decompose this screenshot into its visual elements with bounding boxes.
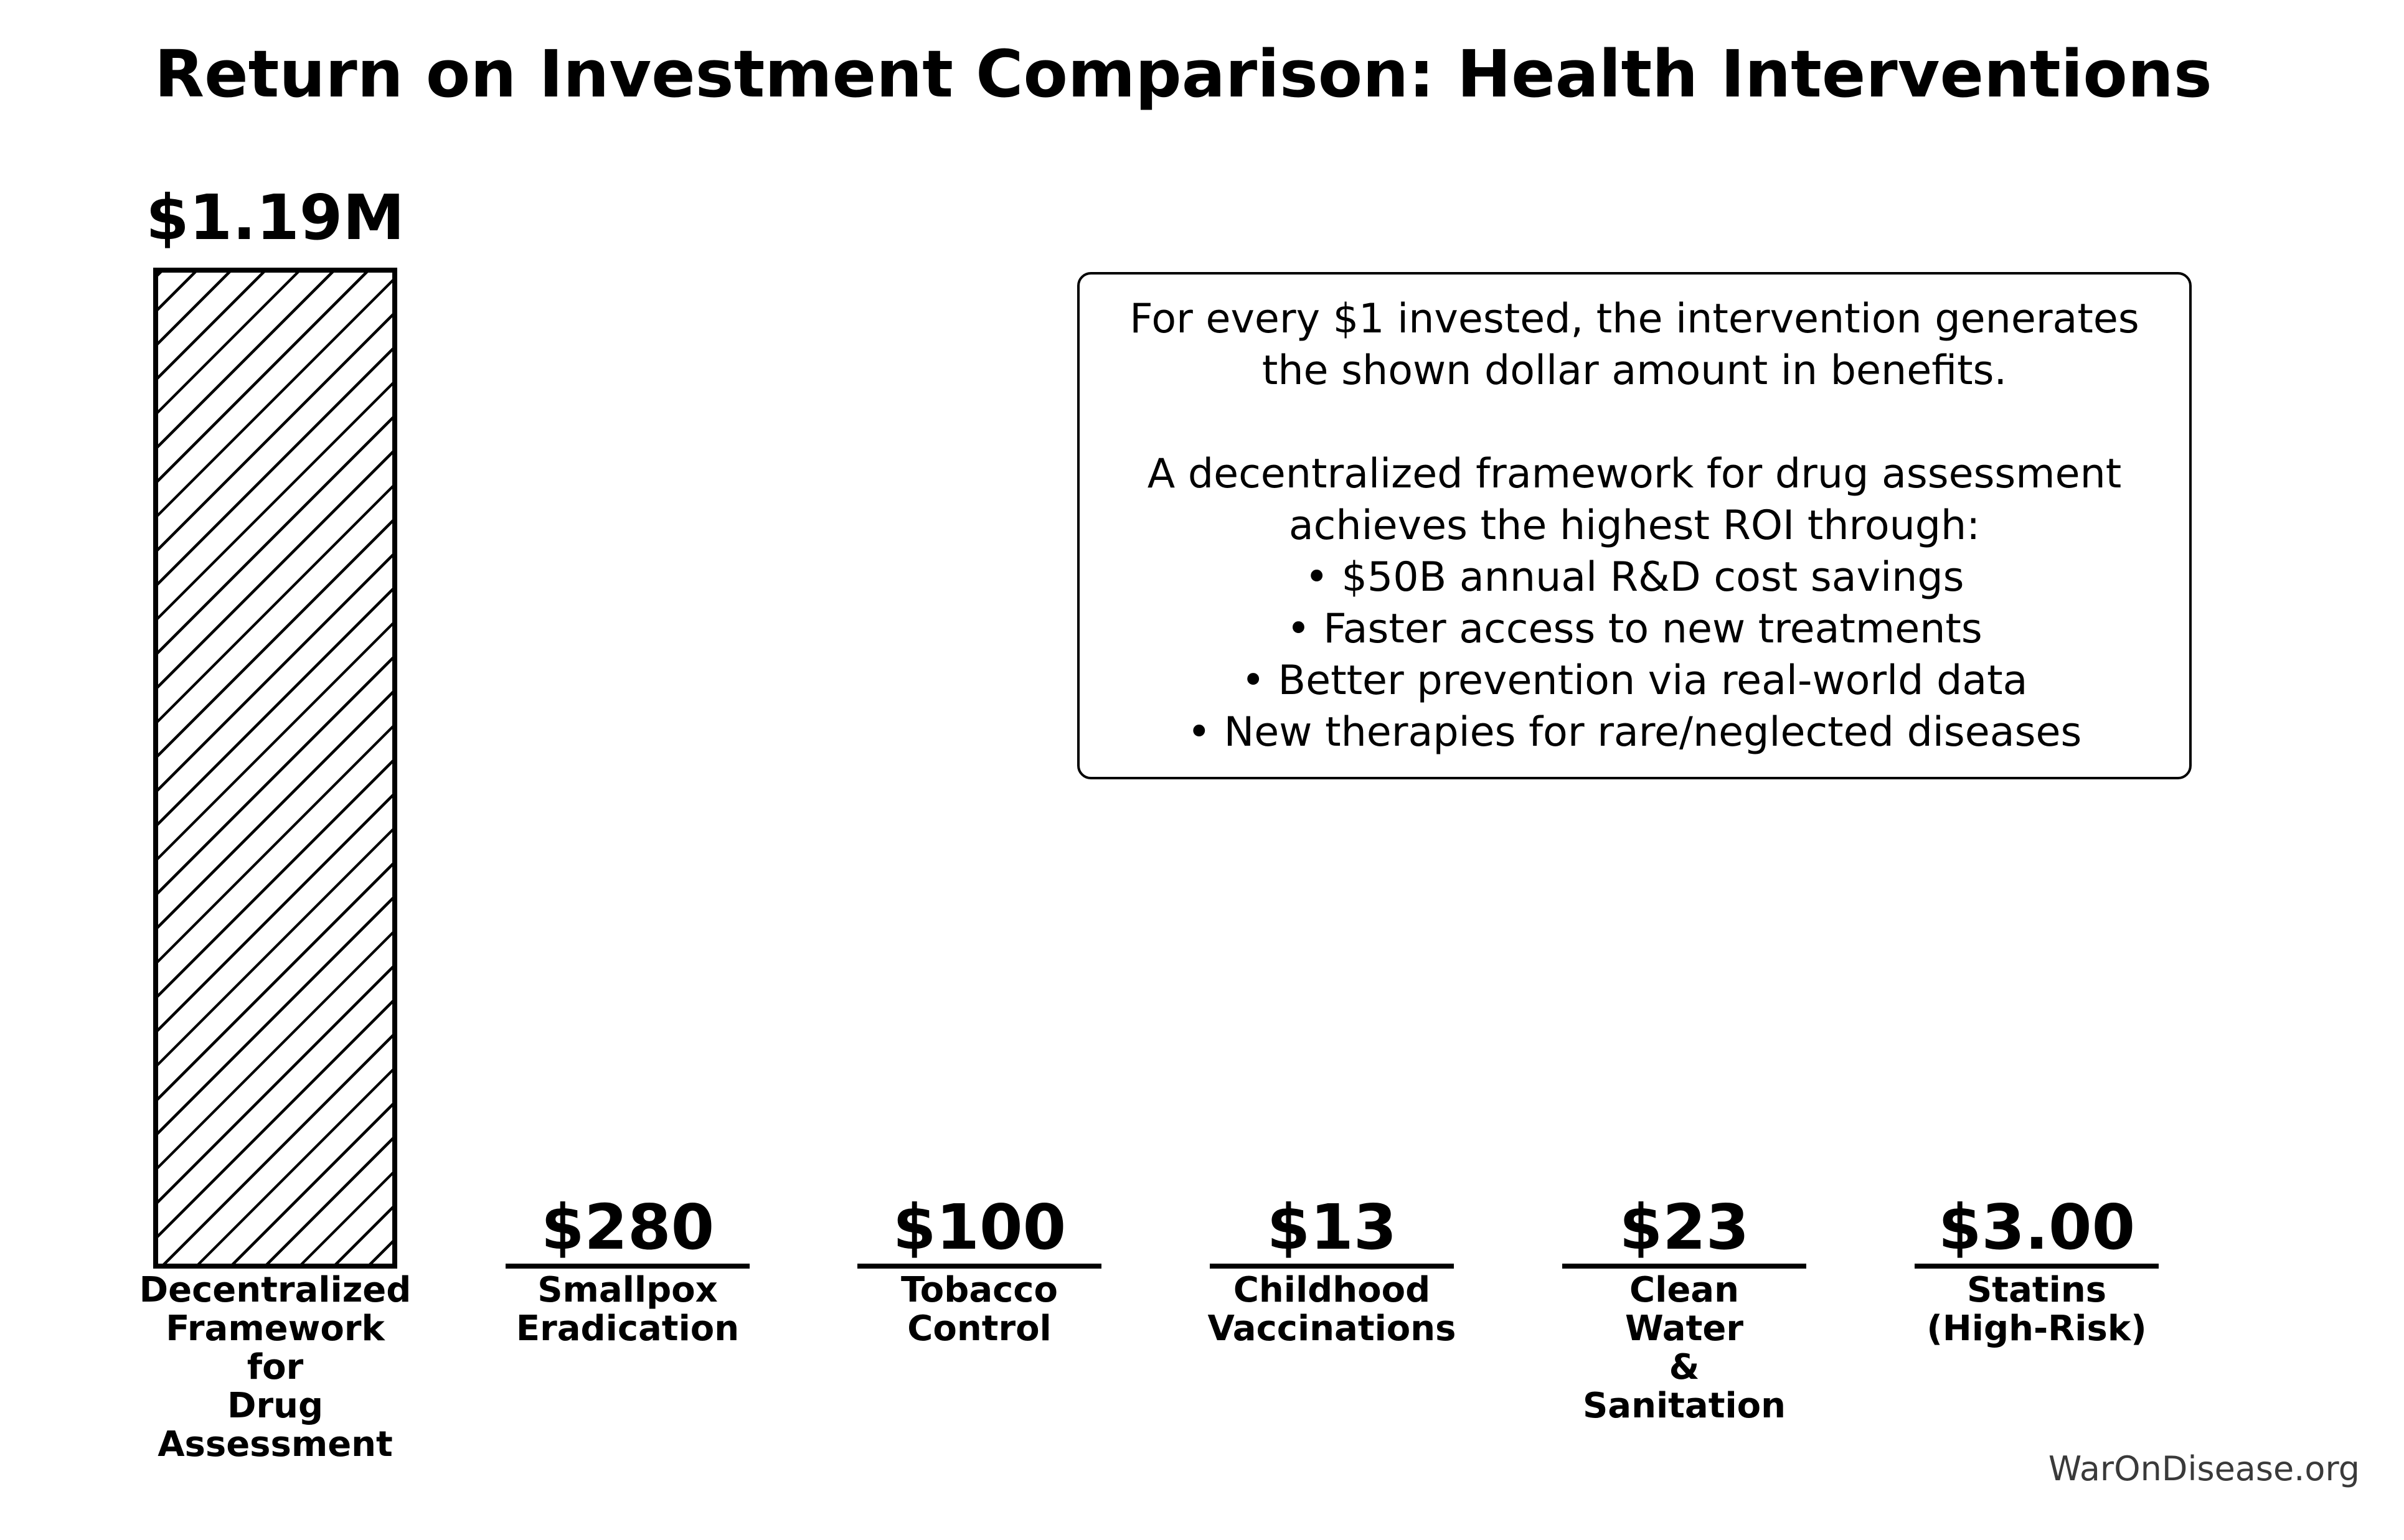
bar (1210, 1264, 1454, 1269)
annotation-text: For every $1 invested, the intervention … (1129, 296, 2139, 756)
bar (153, 268, 397, 1269)
annotation-box: For every $1 invested, the intervention … (1077, 272, 2192, 779)
value-label: $1.19M (146, 181, 405, 254)
bar (1915, 1264, 2159, 1269)
bar (1562, 1264, 1806, 1269)
value-label: $23 (1619, 1191, 1750, 1264)
value-label: $100 (892, 1191, 1067, 1264)
value-label: $13 (1266, 1191, 1397, 1264)
bar (857, 1264, 1101, 1269)
category-label: Smallpox Eradication (516, 1270, 740, 1349)
bar (506, 1264, 750, 1269)
chart-title: Return on Investment Comparison: Health … (154, 36, 2212, 112)
watermark-text: WarOnDisease.org (2048, 1449, 2360, 1488)
category-label: Decentralized Framework for Drug Assessm… (139, 1270, 412, 1465)
category-label: Tobacco Control (901, 1270, 1058, 1349)
value-label: $3.00 (1938, 1191, 2136, 1264)
category-label: Statins (High-Risk) (1926, 1270, 2147, 1349)
category-label: Clean Water & Sanitation (1582, 1270, 1786, 1426)
category-label: Childhood Vaccinations (1207, 1270, 1456, 1349)
value-label: $280 (540, 1191, 715, 1264)
